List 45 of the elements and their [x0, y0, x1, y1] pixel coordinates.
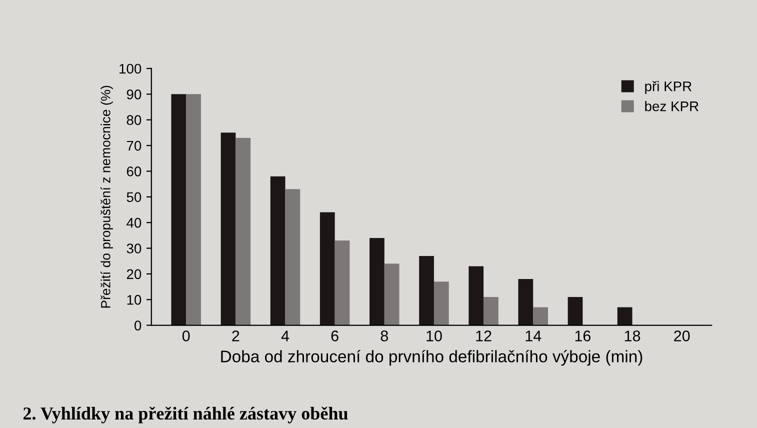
x-tick-label: 8 [380, 330, 388, 342]
x-tick-label: 10 [426, 330, 442, 342]
bar [236, 138, 251, 326]
bar [419, 256, 434, 326]
bar [533, 307, 548, 326]
y-tick-label: 40 [126, 218, 142, 228]
bar [484, 297, 498, 326]
bar [518, 279, 534, 326]
x-tick-label: 4 [281, 330, 290, 342]
legend-label: bez KPR [645, 101, 698, 112]
text: 2. Vyhlídky na přežití náhlé zástavy oběhu [23, 406, 348, 424]
bar [617, 307, 632, 326]
bar [270, 176, 286, 326]
bar [434, 282, 449, 326]
x-tick-label: 6 [331, 330, 338, 342]
y-axis-title: Přežití do propuštění z nemocnice (%) [100, 86, 113, 308]
x-axis-title: Doba od zhroucení do prvního defibrilačního výboje (min) [221, 350, 642, 366]
y-tick-label: 80 [126, 115, 142, 126]
bar [220, 132, 236, 326]
y-tick-label: 20 [126, 269, 142, 280]
bar [468, 266, 484, 326]
y-tick-label: 0 [134, 320, 142, 330]
bar [568, 297, 583, 326]
bar [320, 212, 335, 326]
y-tick-label: 100 [120, 64, 142, 74]
y-tick-label: 90 [126, 89, 142, 100]
bar [186, 94, 201, 326]
x-tick-label: 12 [476, 330, 492, 342]
x-tick-label: 2 [232, 330, 240, 342]
y-tick-label: 10 [127, 294, 142, 305]
x-tick-label: 14 [526, 330, 542, 342]
bar [370, 238, 384, 326]
y-tick-label: 30 [126, 244, 142, 254]
x-tick-label: 20 [674, 330, 690, 342]
y-tick-label: 70 [126, 140, 142, 151]
x-tick-label: 16 [575, 330, 591, 342]
y-tick-label: 60 [126, 166, 142, 176]
bar [384, 264, 400, 326]
x-tick-label: 0 [182, 330, 190, 342]
bar [334, 240, 350, 326]
y-tick-label: 50 [126, 192, 142, 202]
bar [171, 94, 186, 326]
legend-label: při KPR [645, 81, 692, 94]
x-tick-label: 18 [624, 330, 640, 342]
bar [285, 189, 300, 326]
